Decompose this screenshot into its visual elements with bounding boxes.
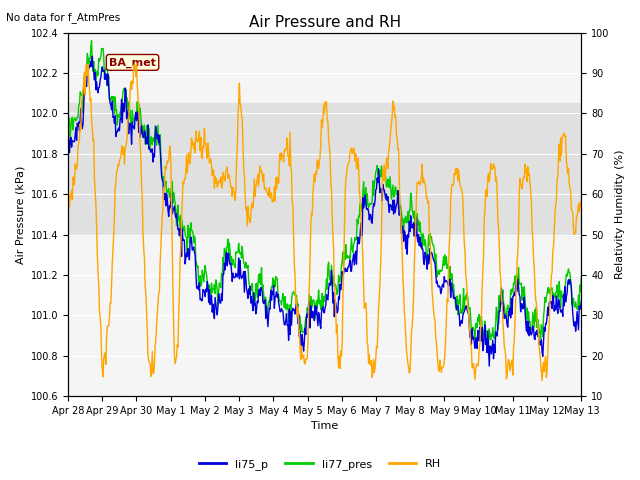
li77_pres (88, 38, 95, 44)
RH (64, 211, 72, 217)
Text: BA_met: BA_met (109, 57, 156, 68)
li77_pres (403, 220, 410, 226)
RH (538, 378, 546, 384)
li77_pres (483, 345, 491, 351)
RH (74, 162, 81, 168)
li77_pres (206, 287, 214, 292)
RH (179, 180, 187, 185)
Title: Air Pressure and RH: Air Pressure and RH (248, 15, 401, 30)
Y-axis label: Relativity Humidity (%): Relativity Humidity (%) (615, 150, 625, 279)
Line: li77_pres: li77_pres (68, 41, 581, 348)
li75_p (88, 53, 96, 59)
li77_pres (74, 115, 81, 120)
RH (206, 157, 214, 163)
Line: RH: RH (68, 63, 581, 381)
Line: li75_p: li75_p (68, 56, 581, 366)
Bar (68, 103, 581, 235)
li75_p (388, 203, 396, 209)
RH (577, 199, 585, 205)
li77_pres (179, 228, 187, 233)
li75_p (179, 238, 187, 243)
Y-axis label: Air Pressure (kPa): Air Pressure (kPa) (15, 165, 25, 264)
RH (126, 88, 134, 94)
li75_p (127, 125, 134, 131)
RH (132, 60, 140, 66)
RH (388, 121, 396, 127)
li75_p (64, 132, 72, 137)
li75_p (485, 363, 493, 369)
li75_p (577, 298, 585, 304)
X-axis label: Time: Time (311, 421, 339, 432)
li77_pres (127, 122, 134, 128)
li75_p (74, 120, 81, 126)
li75_p (206, 301, 214, 307)
li75_p (403, 233, 410, 239)
Text: No data for f_AtmPres: No data for f_AtmPres (6, 12, 121, 23)
Legend: li75_p, li77_pres, RH: li75_p, li77_pres, RH (195, 455, 445, 474)
RH (403, 347, 410, 353)
li77_pres (64, 113, 72, 119)
li77_pres (388, 196, 396, 202)
li77_pres (577, 274, 585, 279)
